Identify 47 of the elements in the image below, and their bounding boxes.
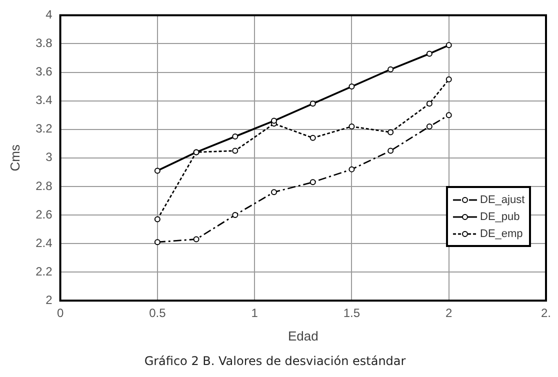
point xyxy=(388,129,394,136)
point xyxy=(193,236,200,242)
legend-label: DE_ajust xyxy=(480,194,525,206)
x-tick-label: 0 xyxy=(56,306,64,320)
x-tick-label: 2 xyxy=(446,306,453,320)
point xyxy=(310,100,316,107)
y-tick-label: 2.8 xyxy=(36,178,53,193)
point xyxy=(310,179,316,186)
point xyxy=(271,118,277,124)
point xyxy=(446,112,452,118)
y-tick-label: 2.2 xyxy=(36,264,53,278)
point xyxy=(271,189,277,196)
point xyxy=(232,133,238,140)
y-axis-title: Cms xyxy=(7,144,22,172)
point xyxy=(348,166,355,172)
x-tick-label: 1.5 xyxy=(343,306,360,320)
legend-label: DE_emp xyxy=(480,228,523,240)
point xyxy=(348,84,355,90)
point xyxy=(310,134,316,141)
point xyxy=(154,168,160,174)
y-tick-label: 2.4 xyxy=(36,236,53,250)
x-tick-label: 0.5 xyxy=(149,306,166,320)
text: Gráfico 2 B. Valores de desviación estándar xyxy=(144,354,406,368)
y-tick-label: 3 xyxy=(46,150,53,164)
y-tick-label: 3.2 xyxy=(36,122,53,136)
point xyxy=(232,148,238,154)
y-tick-label: 3.4 xyxy=(36,93,53,108)
point xyxy=(388,148,394,154)
y-tick-label: 3.8 xyxy=(36,36,53,50)
point xyxy=(426,50,432,57)
legend-label: DE_pub xyxy=(480,210,520,223)
x-tick-label: 1 xyxy=(251,306,258,320)
point xyxy=(446,42,452,48)
y-tick-label: 2 xyxy=(46,292,53,307)
point xyxy=(426,124,432,130)
point xyxy=(446,76,452,82)
point xyxy=(388,66,394,72)
x-axis-title: Edad xyxy=(288,328,318,344)
point xyxy=(348,124,355,130)
point xyxy=(426,100,432,107)
point xyxy=(154,239,160,246)
y-tick-label: 2.6 xyxy=(36,207,53,222)
y-tick-label: 3.6 xyxy=(36,64,53,79)
y-tick-label: 4 xyxy=(46,8,53,22)
point xyxy=(154,216,160,222)
x-tick-label: 2. xyxy=(540,306,552,320)
point xyxy=(232,212,238,218)
